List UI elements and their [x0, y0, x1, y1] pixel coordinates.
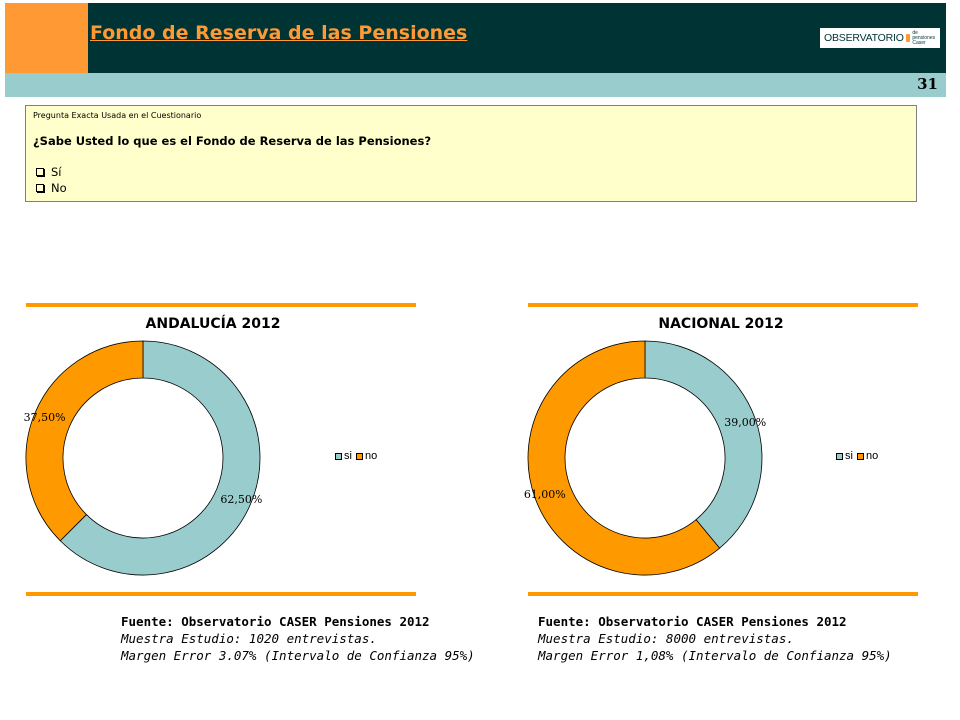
legend-swatch-no	[856, 452, 864, 460]
legend-swatch-si	[335, 452, 342, 460]
legend-item-no: no	[355, 450, 377, 462]
logo-mark-icon	[905, 34, 911, 42]
source-line: Fuente: Observatorio CASER Pensiones 201…	[538, 614, 847, 629]
page-number: 31	[917, 75, 938, 93]
donut-slice-si	[644, 340, 763, 549]
source-line: Fuente: Observatorio CASER Pensiones 201…	[121, 614, 430, 629]
legend-nacional: si no	[836, 450, 882, 462]
sample-line: Muestra Estudio: 8000 entrevistas.	[538, 631, 794, 646]
legend-andalucia: si no	[335, 450, 381, 462]
logo-text: OBSERVATORIO	[824, 32, 904, 44]
sample-line: Muestra Estudio: 1020 entrevistas.	[121, 631, 377, 646]
question-caption: Pregunta Exacta Usada en el Cuestionario	[33, 111, 202, 120]
source-andalucia: Fuente: Observatorio CASER Pensiones 201…	[121, 613, 475, 664]
data-label-si: 39,00%	[724, 416, 766, 429]
margin-line: Margen Error 3.07% (Intervalo de Confian…	[121, 648, 475, 663]
checkbox-icon	[36, 184, 44, 192]
chart-top-rule	[528, 303, 918, 307]
legend-swatch-no	[355, 452, 363, 460]
chart-title-nacional: NACIONAL 2012	[658, 316, 784, 332]
question-text: ¿Sabe Usted lo que es el Fondo de Reserv…	[33, 134, 431, 148]
data-label-si: 62,50%	[220, 493, 262, 506]
page-title[interactable]: Fondo de Reserva de las Pensiones	[90, 22, 468, 44]
header-band	[5, 73, 946, 97]
logo-subtext: de pensiones Caser	[912, 29, 936, 46]
data-label-no: 61,00%	[524, 488, 566, 501]
header-accent-block	[5, 3, 88, 73]
margin-line: Margen Error 1,08% (Intervalo de Confian…	[538, 648, 892, 663]
legend-item-si: si	[335, 450, 352, 462]
checkbox-icon	[36, 168, 44, 176]
option-si: Sí	[36, 165, 62, 179]
header-bar	[88, 3, 946, 73]
chart-bottom-rule	[528, 592, 918, 596]
donut-chart-nacional: 39,00% 61,00%	[524, 340, 766, 576]
legend-swatch-si	[836, 452, 843, 460]
source-nacional: Fuente: Observatorio CASER Pensiones 201…	[538, 613, 892, 664]
data-label-no: 37,50%	[24, 411, 66, 424]
legend-item-no: no	[856, 450, 878, 462]
question-box: Pregunta Exacta Usada en el Cuestionario…	[25, 105, 917, 202]
chart-bottom-rule	[26, 592, 416, 596]
observatorio-logo: OBSERVATORIO de pensiones Caser	[820, 28, 940, 48]
donut-slice-si	[59, 340, 261, 576]
option-no: No	[36, 181, 67, 195]
chart-top-rule	[26, 303, 416, 307]
donut-chart-andalucia: 62,50% 37,50%	[24, 340, 262, 576]
option-label: No	[51, 181, 67, 195]
chart-title-andalucia: ANDALUCÍA 2012	[145, 316, 281, 332]
donut-slice-no	[527, 340, 721, 576]
donut-slice-no	[25, 340, 144, 542]
option-label: Sí	[51, 165, 62, 179]
legend-item-si: si	[836, 450, 853, 462]
